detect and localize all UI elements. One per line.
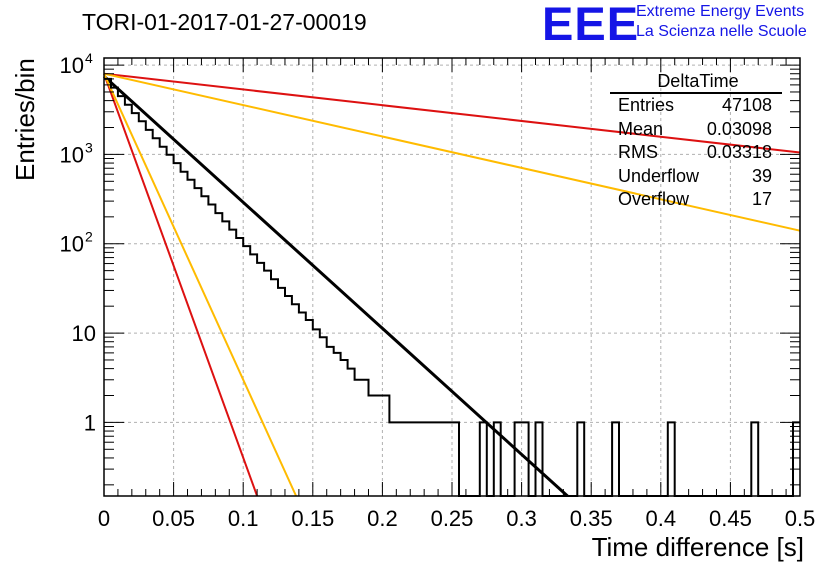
y-axis-title: Entries/bin xyxy=(10,58,40,181)
eee-logo-text: Extreme Energy Events La Scienza nelle S… xyxy=(636,2,807,42)
stats-label: Mean xyxy=(618,118,664,139)
stats-row-rms: RMS 0.03318 xyxy=(610,141,782,165)
stats-value: 17 xyxy=(751,189,772,209)
stats-title: DeltaTime xyxy=(657,71,739,91)
y-tick-label: 10 xyxy=(60,53,84,78)
stats-value: 0.03318 xyxy=(706,142,772,162)
x-tick-label: 0.05 xyxy=(152,506,195,531)
y-tick-exponent: 2 xyxy=(85,229,93,245)
x-tick-label: 0.15 xyxy=(291,506,334,531)
axes: 0 0.05 0.1 0.15 0.2 0.25 0.3 0.35 0.4 0.45 0.5 1 10 1… xyxy=(60,50,816,531)
x-tick-label: 0.4 xyxy=(646,506,677,531)
stats-value: 47108 xyxy=(721,95,772,115)
stats-value: 39 xyxy=(751,165,772,186)
stats-divider xyxy=(610,92,782,94)
logo-line-1: Extreme Energy Events xyxy=(636,3,805,20)
series-line xyxy=(102,75,569,498)
stats-label: RMS xyxy=(618,142,658,162)
x-tick-label: 0 xyxy=(98,506,110,531)
x-tick-label: 0.45 xyxy=(709,506,752,531)
y-tick-label: 10 xyxy=(60,232,84,257)
y-tick-label: 10 xyxy=(72,321,96,346)
logo-line-2: La Scienza nelle Scuole xyxy=(636,23,807,40)
x-axis-title: Time difference [s] xyxy=(591,532,804,562)
stats-box: DeltaTime Entries 47108 Mean 0.03098 RMS… xyxy=(610,70,782,212)
series-line xyxy=(103,72,801,154)
curves xyxy=(102,72,801,498)
x-tick-label: 0.3 xyxy=(506,506,537,531)
series-line xyxy=(103,72,801,232)
x-tick-label: 0.1 xyxy=(228,506,259,531)
stats-row-underflow: Underflow 39 xyxy=(610,165,782,189)
stats-row-entries: Entries 47108 xyxy=(610,94,782,118)
stats-label: Entries xyxy=(618,95,675,115)
y-tick-exponent: 3 xyxy=(85,139,93,155)
x-tick-label: 0.5 xyxy=(785,506,816,531)
series-line xyxy=(103,73,298,497)
series-line xyxy=(103,73,259,497)
chart-title: TORI-01-2017-01-27-00019 xyxy=(82,9,367,35)
x-tick-label: 0.35 xyxy=(570,506,613,531)
x-tick-label: 0.25 xyxy=(431,506,474,531)
stats-label: Underflow xyxy=(618,165,700,186)
y-tick-exponent: 4 xyxy=(85,50,93,66)
stats-row-mean: Mean 0.03098 xyxy=(610,118,782,142)
y-tick-label: 1 xyxy=(84,410,96,435)
eee-logo: EEE xyxy=(542,0,640,50)
stats-row-overflow: Overflow 17 xyxy=(610,188,782,212)
y-tick-label: 10 xyxy=(60,142,84,167)
stats-value: 0.03098 xyxy=(706,118,772,139)
x-tick-label: 0.2 xyxy=(367,506,398,531)
stats-label: Overflow xyxy=(618,189,690,209)
